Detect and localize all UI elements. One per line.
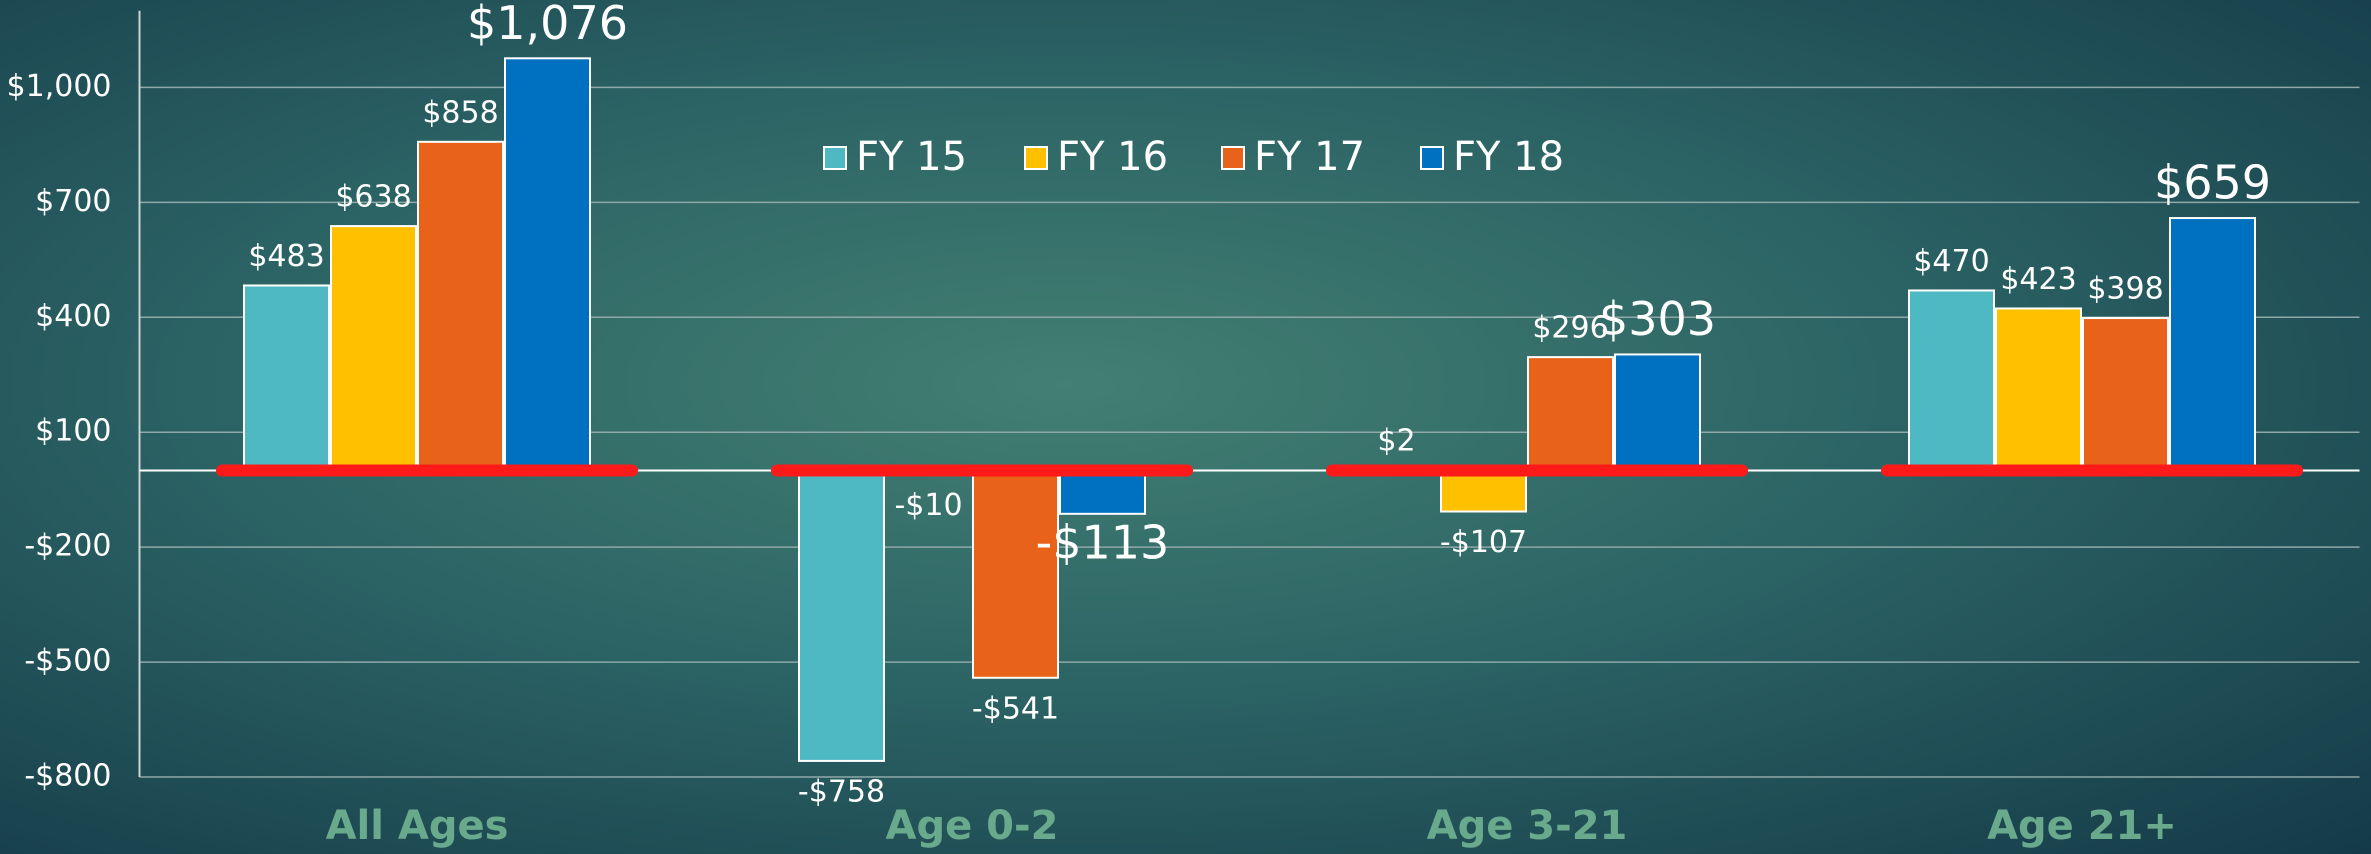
data-label: $659 xyxy=(2154,156,2271,210)
bar xyxy=(1440,469,1527,513)
bar xyxy=(1059,469,1146,515)
data-label: $398 xyxy=(2087,272,2163,307)
data-label: $303 xyxy=(1599,292,1716,346)
bar xyxy=(2169,217,2256,472)
y-tick-label: -$800 xyxy=(24,759,111,794)
bar xyxy=(417,140,504,472)
legend-label: FY 17 xyxy=(1254,134,1365,180)
legend-swatch xyxy=(823,146,847,170)
data-label: $483 xyxy=(248,239,324,274)
legend-swatch xyxy=(1221,146,1245,170)
data-label: $470 xyxy=(1913,244,1989,279)
data-label: $858 xyxy=(422,95,498,130)
legend-label: FY 15 xyxy=(856,134,967,180)
data-label: $638 xyxy=(335,180,411,215)
data-label: -$758 xyxy=(798,774,885,809)
data-label: -$113 xyxy=(1036,515,1170,569)
data-label: $1,076 xyxy=(467,0,628,50)
bar xyxy=(972,469,1059,679)
bar xyxy=(243,284,330,472)
y-tick-label: $100 xyxy=(35,414,111,449)
bar xyxy=(504,57,591,472)
y-tick-label: -$500 xyxy=(24,644,111,679)
legend-label: FY 16 xyxy=(1057,134,1168,180)
data-label: -$107 xyxy=(1440,525,1527,560)
x-tick-label: Age 21+ xyxy=(1987,803,2177,849)
data-label: -$10 xyxy=(894,488,962,523)
y-tick-label: -$200 xyxy=(24,529,111,564)
bar xyxy=(1527,356,1614,472)
y-tick-label: $400 xyxy=(35,299,111,334)
bar xyxy=(1614,353,1701,472)
x-tick-label: All Ages xyxy=(326,803,509,849)
bar xyxy=(1995,307,2082,472)
legend-swatch xyxy=(1420,146,1444,170)
x-tick-label: Age 0-2 xyxy=(886,803,1059,849)
bar xyxy=(2082,317,2169,472)
y-tick-label: $700 xyxy=(35,184,111,219)
data-label: $423 xyxy=(2000,262,2076,297)
x-tick-label: Age 3-21 xyxy=(1427,803,1628,849)
bar xyxy=(330,225,417,472)
data-label: $2 xyxy=(1377,423,1415,458)
data-label: -$541 xyxy=(972,691,1059,726)
bar xyxy=(798,469,885,762)
legend-swatch xyxy=(1024,146,1048,170)
legend-label: FY 18 xyxy=(1453,134,1564,180)
data-label: $296 xyxy=(1532,311,1608,346)
bar xyxy=(1908,289,1995,472)
y-tick-label: $1,000 xyxy=(7,69,112,104)
